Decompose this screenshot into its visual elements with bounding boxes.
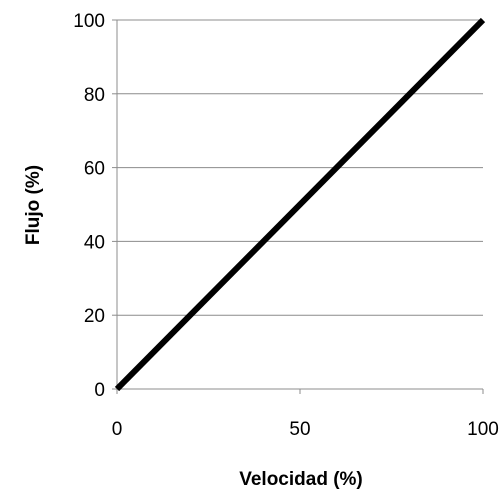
y-tick-label-20: 20 [84, 306, 105, 327]
x-tick-label-50: 50 [289, 419, 310, 440]
y-tick-label-100: 100 [73, 11, 105, 32]
y-axis-title: Flujo (%) [23, 165, 44, 245]
axes [112, 19, 484, 394]
y-tick-label-40: 40 [84, 232, 105, 253]
series-line-1 [114, 17, 486, 392]
x-tick-label-0: 0 [112, 419, 123, 440]
tick-labels: 0 20 40 60 80 100 0 50 100 [73, 11, 499, 440]
grid-lines [117, 19, 483, 316]
y-tick-label-60: 60 [84, 159, 105, 180]
y-tick-label-80: 80 [84, 85, 105, 106]
series-layer [114, 17, 486, 392]
x-tick-label-100: 100 [467, 419, 499, 440]
y-tick-label-0: 0 [94, 380, 105, 401]
x-axis-title: Velocidad (%) [239, 469, 363, 490]
